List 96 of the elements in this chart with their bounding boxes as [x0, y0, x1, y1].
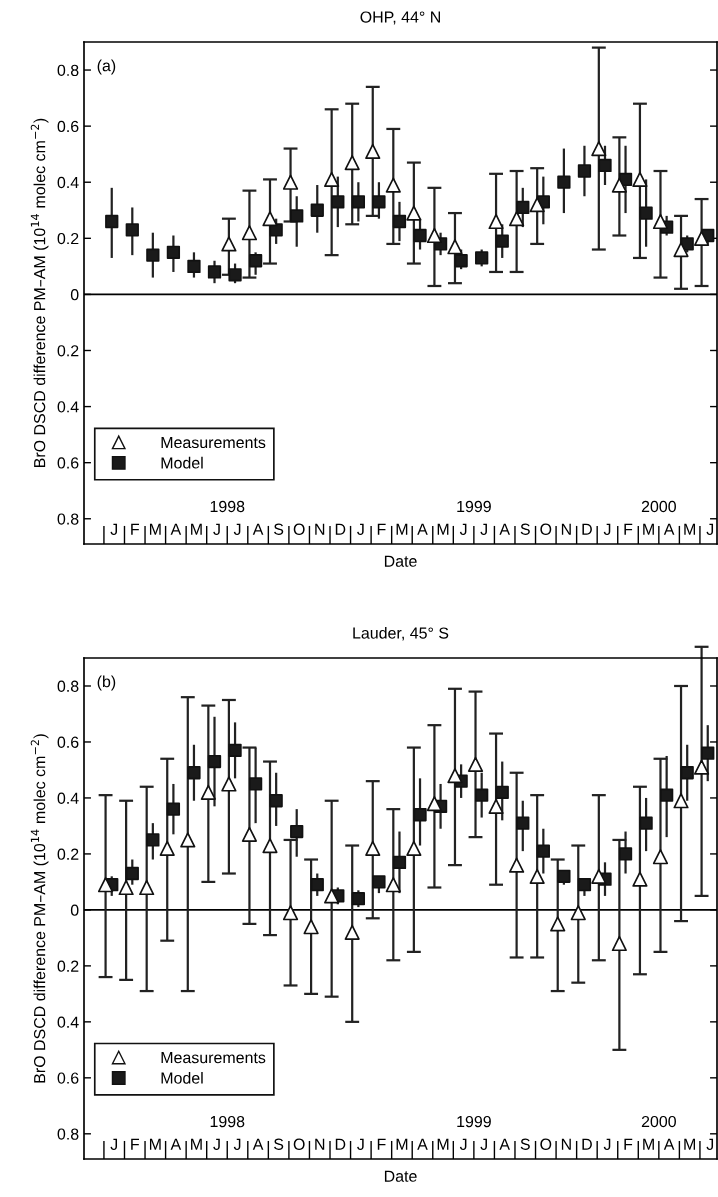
- annotation: 1999: [457, 1115, 491, 1128]
- x-tick-label: S: [520, 523, 530, 535]
- y-tick-label: 0.2: [57, 960, 79, 972]
- x-tick-label: J: [213, 523, 220, 535]
- x-tick-label: J: [110, 523, 118, 535]
- x-tick-label: J: [233, 523, 241, 535]
- x-tick-label: M: [437, 1138, 449, 1150]
- legend-label: Model: [161, 456, 203, 469]
- y-tick-label: 0.8: [57, 513, 79, 525]
- y-tick-label: 0.8: [57, 680, 79, 692]
- x-tick-label: J: [603, 523, 611, 535]
- annotation: 1998: [210, 1115, 245, 1128]
- y-tick-label: 0: [70, 904, 79, 916]
- y-tick-label: 0.4: [57, 176, 79, 189]
- y-tick-label: 0: [70, 289, 79, 301]
- x-tick-label: J: [603, 1138, 611, 1150]
- y-tick-label: 0.2: [57, 345, 79, 357]
- x-tick-label: J: [357, 1138, 364, 1150]
- x-tick-label: M: [191, 523, 202, 535]
- x-tick-label: N: [315, 1138, 325, 1150]
- x-tick-label: F: [131, 523, 139, 535]
- x-tick-label: A: [252, 523, 264, 535]
- annotation: (a): [97, 59, 116, 75]
- x-tick-label: J: [480, 523, 487, 535]
- annotation: 2000: [641, 1115, 676, 1128]
- x-tick-label: M: [643, 1138, 654, 1150]
- legend-label: Measurements: [161, 436, 266, 449]
- x-tick-label: F: [131, 1138, 139, 1150]
- x-tick-label: A: [663, 1138, 675, 1150]
- x-tick-label: S: [520, 1138, 530, 1150]
- x-tick-label: N: [315, 523, 325, 535]
- x-tick-label: M: [396, 1138, 408, 1150]
- x-tick-label: J: [357, 523, 364, 535]
- legend-label: Measurements: [161, 1052, 266, 1064]
- x-tick-label: A: [252, 1138, 264, 1150]
- legend-label: Model: [161, 1072, 203, 1084]
- x-tick-label: A: [170, 523, 182, 535]
- y-tick-label: 0.6: [57, 736, 79, 748]
- x-tick-label: J: [706, 523, 714, 535]
- x-tick-label: S: [274, 1138, 284, 1150]
- x-tick-label: M: [149, 523, 161, 535]
- y-tick-label: 0.4: [57, 792, 79, 804]
- y-tick-label: 0.6: [57, 457, 79, 469]
- x-tick-label: F: [377, 1138, 386, 1150]
- x-tick-label: J: [213, 1138, 220, 1150]
- x-tick-label: J: [459, 523, 467, 535]
- x-tick-label: J: [110, 1138, 118, 1150]
- x-tick-label: A: [499, 523, 510, 535]
- x-tick-label: M: [149, 1138, 161, 1150]
- y-tick-label: 0.2: [57, 848, 79, 860]
- x-tick-label: M: [684, 1138, 696, 1150]
- y-tick-label: 0.8: [57, 64, 79, 76]
- x-tick-label: N: [561, 1138, 571, 1150]
- annotation: 1999: [457, 500, 491, 513]
- x-tick-label: F: [624, 1138, 633, 1150]
- x-tick-label: M: [643, 523, 654, 535]
- x-axis-title: Date: [384, 1170, 417, 1182]
- x-tick-label: J: [706, 1138, 714, 1150]
- x-tick-label: F: [377, 523, 386, 535]
- x-tick-label: D: [335, 523, 346, 535]
- x-tick-label: J: [459, 1138, 467, 1150]
- x-tick-label: D: [582, 1138, 592, 1150]
- x-tick-label: J: [480, 1138, 487, 1150]
- annotation: (b): [97, 675, 116, 691]
- y-tick-label: 0.4: [57, 401, 79, 413]
- y-tick-label: 0.8: [57, 1128, 79, 1140]
- chart-title: Lauder, 45° S: [353, 626, 449, 641]
- x-tick-label: D: [335, 1138, 346, 1150]
- x-tick-label: O: [293, 1138, 305, 1150]
- x-tick-label: O: [293, 523, 305, 535]
- x-tick-label: M: [191, 1138, 202, 1150]
- x-tick-label: A: [499, 1138, 510, 1150]
- annotation: 2000: [641, 500, 676, 513]
- y-tick-label: 0.6: [57, 120, 79, 133]
- x-tick-label: M: [684, 523, 696, 535]
- x-axis-title: Date: [384, 555, 417, 567]
- x-tick-label: A: [170, 1138, 182, 1150]
- y-axis-title: BrO DSCD difference PM–AM (10$^{14}$ molec cm$^{−2}$): [30, 734, 49, 1083]
- y-tick-label: 0.4: [57, 1016, 79, 1028]
- annotation: 1998: [210, 500, 245, 513]
- x-tick-label: F: [624, 523, 633, 535]
- x-tick-label: O: [540, 523, 552, 535]
- x-tick-label: N: [561, 523, 571, 535]
- chart-title: OHP, 44° N: [360, 11, 440, 25]
- x-tick-label: A: [417, 523, 428, 535]
- x-tick-label: S: [274, 523, 284, 535]
- y-tick-label: 0.6: [57, 1072, 79, 1084]
- x-tick-label: J: [233, 1138, 241, 1150]
- x-tick-label: A: [663, 523, 675, 535]
- y-tick-label: 0.2: [57, 232, 79, 245]
- x-tick-label: O: [540, 1138, 552, 1150]
- x-tick-label: A: [417, 1138, 428, 1150]
- x-tick-label: M: [396, 523, 408, 535]
- y-axis-title: BrO DSCD difference PM–AM (10$^{14}$ molec cm$^{−2}$): [30, 118, 49, 467]
- x-tick-label: D: [582, 523, 592, 535]
- x-tick-label: M: [437, 523, 449, 535]
